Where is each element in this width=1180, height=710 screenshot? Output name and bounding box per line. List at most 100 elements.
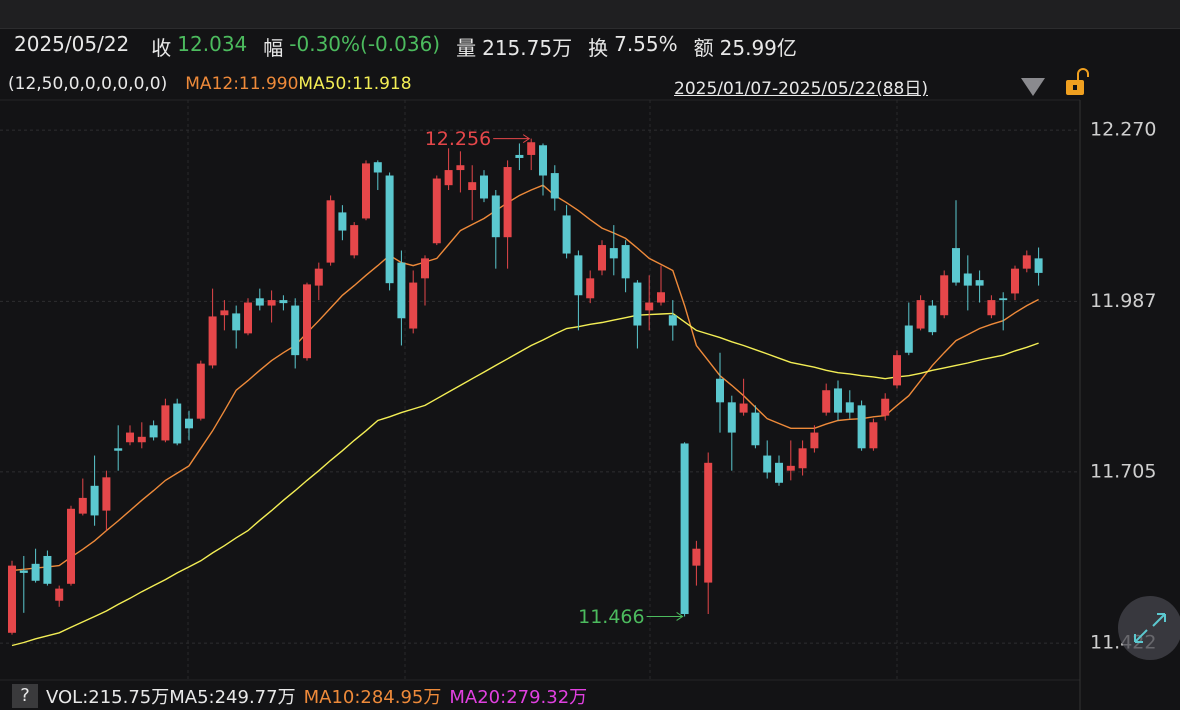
candle-body — [810, 432, 819, 449]
candle-body — [680, 443, 689, 615]
y-tick-label: 12.270 — [1090, 119, 1156, 141]
min-label: 11.466 — [578, 606, 644, 628]
candle-body — [550, 173, 559, 199]
candle-body — [409, 282, 418, 329]
candle-body — [586, 278, 595, 299]
candle-body — [657, 292, 665, 303]
candle-body — [869, 422, 878, 449]
volume-legend-item: MA20:279.32万 — [449, 687, 588, 708]
candle-body — [527, 142, 536, 155]
quote-date: 2025/05/22 — [14, 32, 130, 56]
candle-body — [562, 215, 571, 254]
quote-header: 2025/05/22 收 12.034 幅 -0.30%(-0.036) 量 215.75… — [14, 32, 813, 61]
field-value: 215.75万 — [482, 36, 573, 60]
field-label: 量 — [456, 36, 477, 60]
candle-body — [940, 275, 949, 316]
candle-body — [78, 497, 87, 514]
lock-icon[interactable] — [1066, 68, 1089, 95]
candle-body — [503, 167, 512, 238]
candle-body — [845, 402, 854, 413]
candle-body — [822, 390, 831, 413]
candle-body — [491, 195, 500, 238]
candle-body — [857, 405, 866, 449]
candle-body — [350, 225, 359, 256]
candle-body — [314, 268, 323, 286]
candle-body — [963, 273, 972, 286]
candle-body — [421, 258, 429, 279]
field-label: 收 — [151, 36, 172, 60]
grid — [0, 129, 1080, 644]
candle-body — [515, 154, 524, 158]
candle-body — [149, 425, 158, 438]
volume-legend: ? VOL:215.75万MA5:249.77万 MA10:284.95万 MA20… — [12, 683, 595, 709]
candle-body — [291, 305, 300, 356]
candle-body — [126, 432, 134, 443]
candle-body — [43, 555, 52, 584]
candle-body — [692, 548, 701, 566]
candle-body — [444, 170, 453, 186]
ma-lines — [11, 184, 1039, 647]
candle-body — [987, 300, 996, 316]
max-label: 12.256 — [425, 128, 491, 150]
candle-body — [19, 570, 28, 573]
candle-body — [161, 405, 170, 441]
expand-circle[interactable] — [1118, 596, 1180, 660]
period-lines — [187, 100, 898, 680]
candle-body — [539, 145, 547, 176]
annotation-arrowhead — [676, 612, 684, 621]
expand-icon[interactable] — [1134, 613, 1166, 643]
candle-body — [31, 563, 40, 581]
candle-body — [208, 316, 217, 366]
candle-body — [137, 436, 146, 443]
legend-entry[interactable]: MA50:11.918 — [298, 74, 412, 94]
candle-body — [185, 418, 193, 429]
top-bar — [0, 0, 1180, 29]
candle-body — [303, 284, 311, 359]
indicator-row: (12,50,0,0,0,0,0,0) MA12:11.990 MA50:11.9… — [8, 74, 412, 94]
date-range[interactable]: 2025/01/07-2025/05/22(88日) — [674, 79, 928, 99]
candle-body — [196, 363, 205, 419]
candle-body — [645, 302, 654, 311]
candle-body — [975, 280, 984, 286]
volume-legend-item: MA10:284.95万 — [303, 687, 442, 708]
field-value: 12.034 — [177, 32, 248, 56]
field-value: -0.30%(-0.036) — [289, 32, 441, 56]
candle-body — [916, 300, 925, 329]
candle-body — [220, 310, 229, 316]
candle-body — [775, 462, 783, 483]
candle-body — [480, 175, 488, 199]
candle-body — [90, 485, 99, 516]
candle-body — [739, 403, 748, 413]
candle-body — [1022, 255, 1031, 269]
field-value: 25.99亿 — [719, 36, 797, 60]
candle-body — [609, 248, 618, 259]
field-label: 额 — [693, 36, 714, 60]
expand-button[interactable] — [1118, 596, 1180, 660]
candle-body — [173, 403, 182, 444]
candle-body — [952, 248, 960, 283]
legend-entry[interactable]: MA12:11.990 — [185, 74, 299, 94]
indicator-params[interactable]: (12,50,0,0,0,0,0,0) — [8, 74, 168, 94]
candle-body — [893, 355, 901, 386]
lock-shackle[interactable] — [1077, 68, 1089, 80]
candle-body — [574, 255, 583, 296]
candle-body — [763, 455, 772, 473]
dropdown-arrow[interactable] — [1021, 78, 1045, 96]
field-label: 换 — [588, 36, 609, 60]
y-tick-label: 11.705 — [1090, 460, 1156, 482]
candle-body — [385, 175, 394, 284]
candle-body — [432, 178, 441, 244]
candle-body — [834, 388, 842, 413]
annotations: 12.256 11.466 — [425, 128, 684, 628]
candle-body — [255, 298, 264, 306]
candle-body — [727, 402, 736, 433]
field-value: 7.55% — [614, 32, 678, 56]
candle-body — [362, 163, 370, 219]
candle-body — [633, 282, 642, 326]
lock-hole — [1073, 85, 1077, 90]
help-button[interactable]: ? — [12, 684, 38, 708]
candle-body — [267, 300, 276, 306]
candle-body — [114, 448, 123, 451]
